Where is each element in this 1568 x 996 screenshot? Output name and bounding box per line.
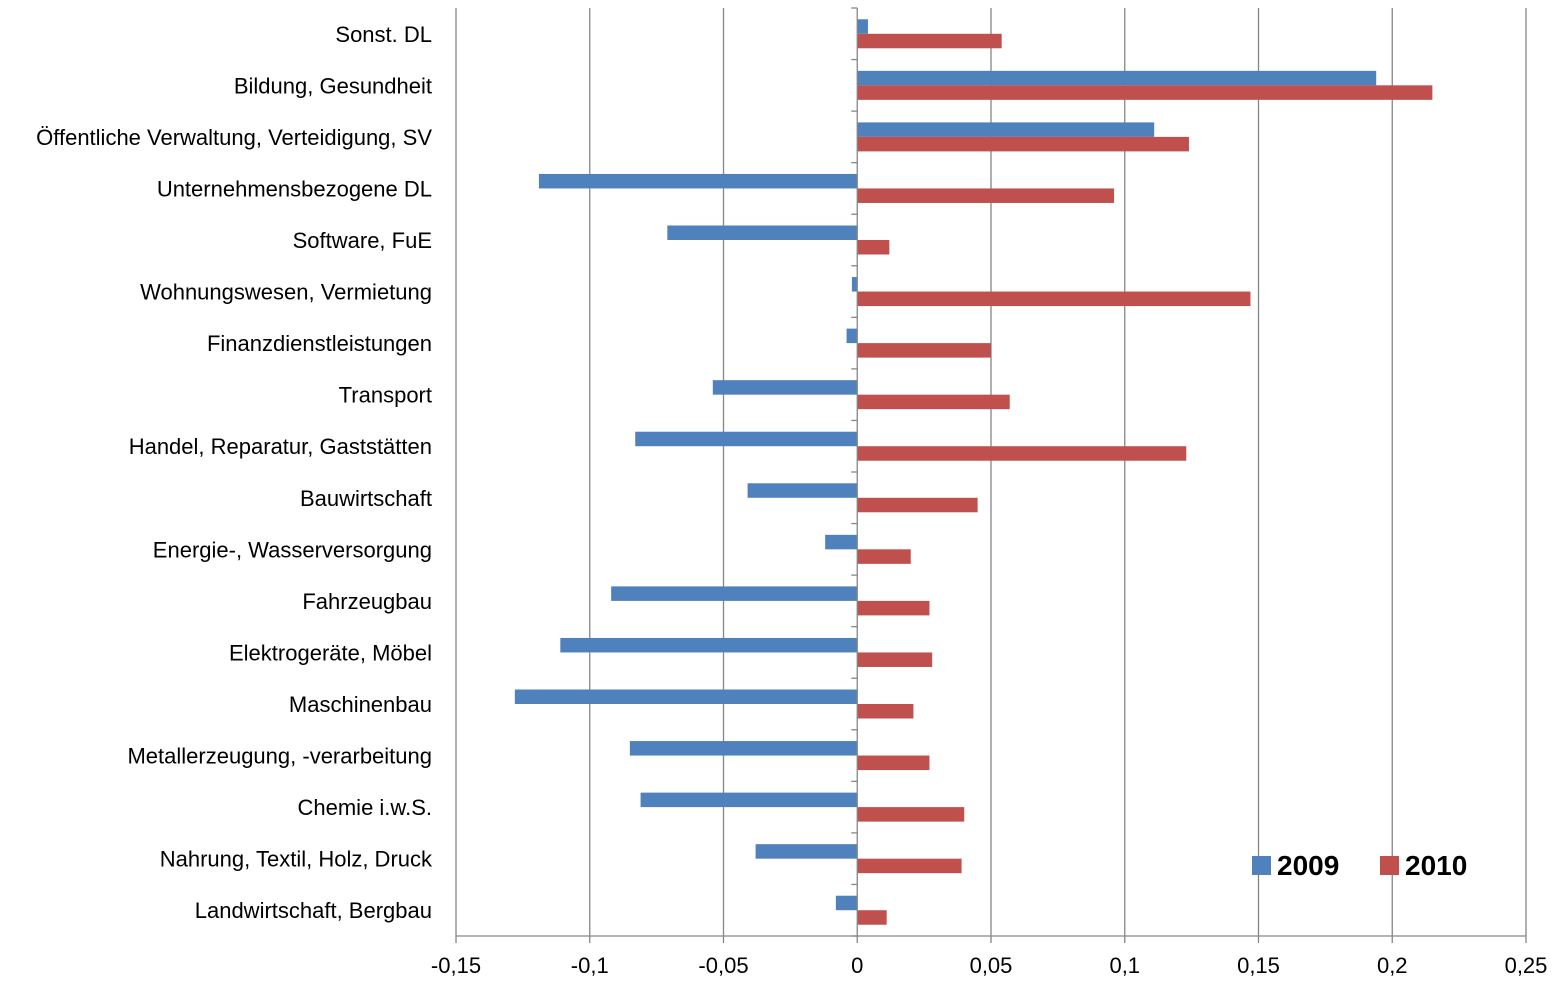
category-label-finanzdienstleistungen: Finanzdienstleistungen: [207, 331, 432, 356]
bar-2009-fahrzeugbau: [611, 586, 858, 601]
x-tick-label: -0,1: [571, 953, 609, 978]
bar-2010-unternehmensbezogene-dl: [857, 188, 1115, 203]
category-label-sonst-dl: Sonst. DL: [335, 22, 432, 47]
x-tick-label: 0,2: [1377, 953, 1408, 978]
bar-2009-bauwirtschaft: [747, 483, 858, 498]
bar-2010-transport: [857, 394, 1010, 410]
x-tick-label: 0,15: [1237, 953, 1280, 978]
category-label-chemie-i-w-s: Chemie i.w.S.: [298, 795, 433, 820]
bar-2010-finanzdienstleistungen: [857, 343, 991, 358]
bar-2010-landwirtschaft-bergbau: [857, 910, 887, 925]
legend-label-2009: 2009: [1277, 850, 1339, 881]
category-label-landwirtschaft-bergbau: Landwirtschaft, Bergbau: [195, 898, 432, 923]
bar-2009-maschinenbau: [514, 689, 858, 704]
category-label-unternehmensbezogene-dl: Unternehmensbezogene DL: [157, 176, 432, 201]
bar-2009-nahrung-textil-holz-druck: [755, 844, 858, 859]
x-tick-label: -0,15: [431, 953, 481, 978]
bar-2010-wohnungswesen-vermietung: [857, 291, 1251, 307]
bar-2010-fahrzeugbau: [857, 600, 930, 616]
bar-2009-energie-wasserversorgung: [825, 534, 858, 550]
category-label-metallerzeugung-verarbeitung: Metallerzeugung, -verarbeitung: [127, 744, 432, 769]
category-label-maschinenbau: Maschinenbau: [289, 692, 432, 717]
bar-2010-maschinenbau: [857, 704, 914, 719]
category-label-wohnungswesen-vermietung: Wohnungswesen, Vermietung: [140, 280, 432, 305]
bar-2009-finanzdienstleistungen: [846, 328, 858, 344]
bar-2009-metallerzeugung-verarbeitung: [629, 741, 858, 756]
bar-2009-landwirtschaft-bergbau: [835, 895, 858, 911]
bar-2009-elektrogerate-mobel: [560, 637, 858, 653]
legend-swatch-2009: [1252, 856, 1271, 875]
x-tick-label: 0,1: [1109, 953, 1140, 978]
label-layer: -0,15 -0,1 -0,05 0 0,05 0,1 0,15 0,2 0,25 Sonst. …: [36, 22, 1547, 978]
bar-2009-transport: [712, 380, 858, 395]
bar-2009-sonst-dl: [857, 19, 868, 34]
category-label-transport: Transport: [339, 383, 432, 408]
category-label-software-fue: Software, FuE: [293, 228, 432, 253]
category-label-bauwirtschaft: Bauwirtschaft: [300, 486, 432, 511]
category-label-fahrzeugbau: Fahrzeugbau: [302, 589, 432, 614]
bar-2010-software-fue: [857, 240, 890, 255]
axis-layer: [455, 7, 1527, 943]
x-tick-label: 0,25: [1505, 953, 1548, 978]
grid-layer: [455, 8, 1527, 936]
category-label-elektrogerate-mobel: Elektrogeräte, Möbel: [229, 640, 432, 665]
bar-2009-software-fue: [667, 225, 858, 240]
bar-2009-offentliche-verwaltung-verteidigung-sv: [857, 122, 1155, 137]
bar-2010-nahrung-textil-holz-druck: [857, 858, 962, 874]
bar-2009-wohnungswesen-vermietung: [851, 277, 858, 292]
bar-2010-energie-wasserversorgung: [857, 549, 911, 564]
category-label-nahrung-textil-holz-druck: Nahrung, Textil, Holz, Druck: [160, 847, 433, 872]
bar-2009-handel-reparatur-gaststatten: [635, 431, 858, 447]
category-label-offentliche-verwaltung-verteidigung-sv: Öffentliche Verwaltung, Verteidigung, SV: [36, 125, 432, 150]
bar-2010-metallerzeugung-verarbeitung: [857, 755, 930, 771]
x-tick-label: -0,05: [698, 953, 748, 978]
bar-2010-handel-reparatur-gaststatten: [857, 446, 1187, 461]
bar-2010-bauwirtschaft: [857, 497, 978, 513]
bar-layer: [514, 19, 1433, 925]
category-label-handel-reparatur-gaststatten: Handel, Reparatur, Gaststätten: [129, 434, 432, 459]
bar-2010-sonst-dl: [857, 33, 1002, 49]
bar-2010-offentliche-verwaltung-verteidigung-sv: [857, 136, 1189, 152]
bar-2010-bildung-gesundheit: [857, 85, 1433, 100]
bar-2009-chemie-i-w-s: [640, 792, 858, 808]
legend-label-2010: 2010: [1405, 850, 1467, 881]
x-tick-label: 0,05: [970, 953, 1013, 978]
category-label-energie-wasserversorgung: Energie-, Wasserversorgung: [153, 537, 432, 562]
legend-swatch-2010: [1380, 856, 1399, 875]
x-tick-label: 0: [851, 953, 863, 978]
bar-2009-bildung-gesundheit: [857, 70, 1377, 86]
bar-2010-elektrogerate-mobel: [857, 652, 933, 667]
bar-2009-unternehmensbezogene-dl: [538, 173, 858, 189]
category-label-bildung-gesundheit: Bildung, Gesundheit: [234, 73, 432, 98]
bar-2010-chemie-i-w-s: [857, 807, 965, 822]
legend: 2009 2010: [1252, 850, 1467, 881]
